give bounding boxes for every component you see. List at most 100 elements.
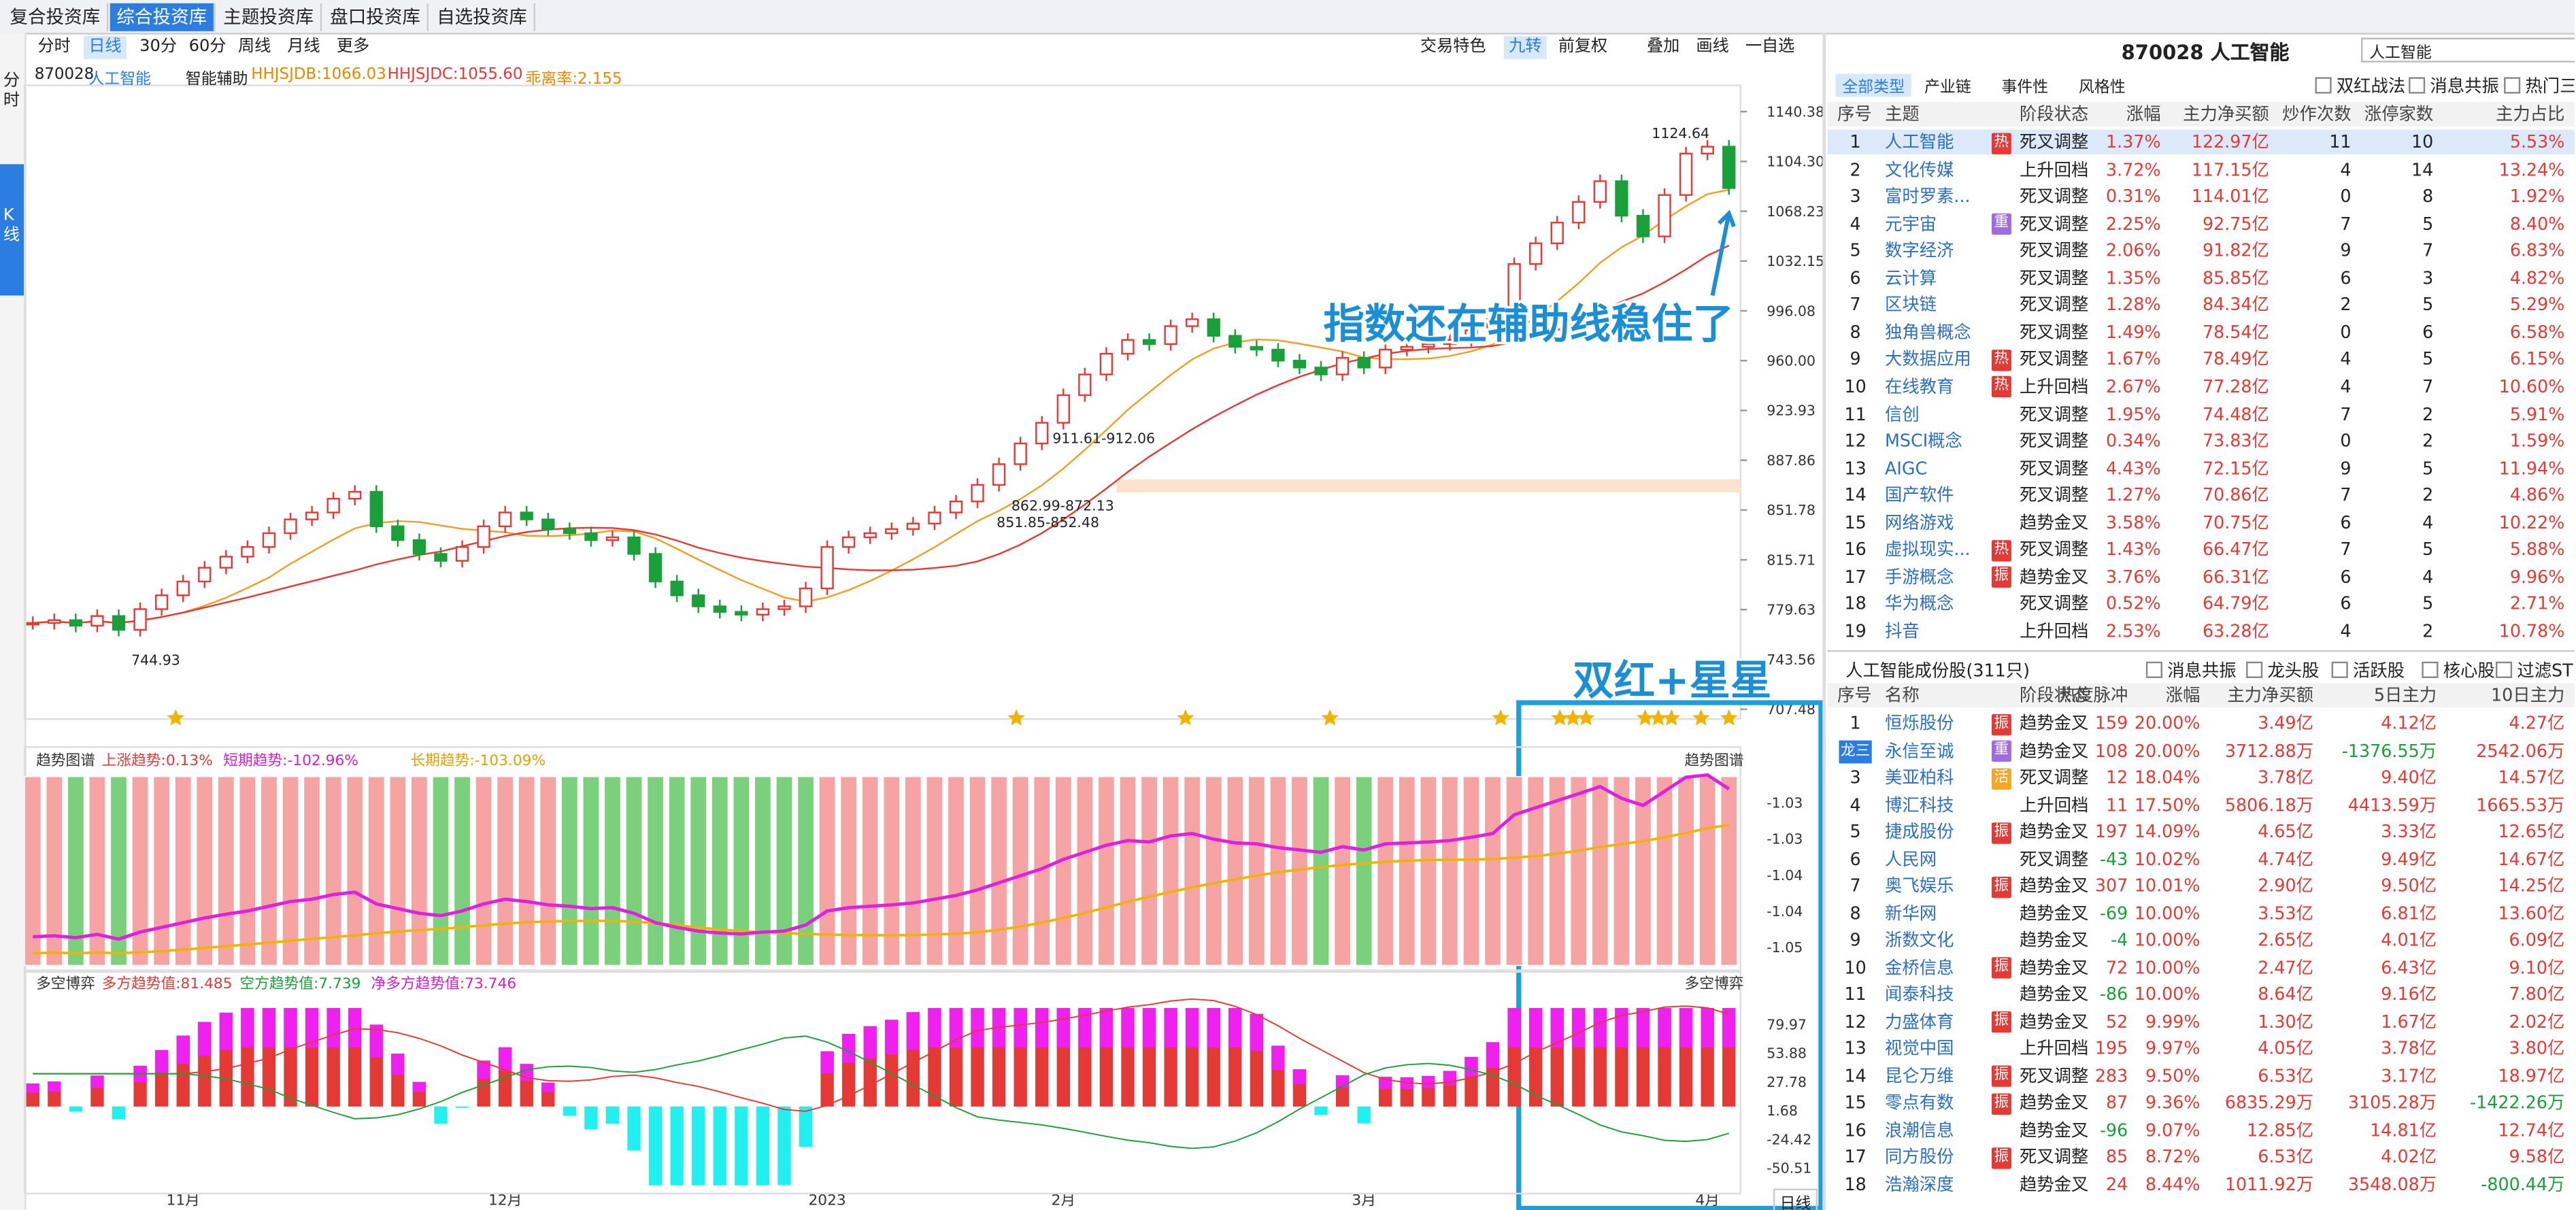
stock-name: 永信至诚 xyxy=(1885,741,1954,761)
period-button[interactable]: 更多 xyxy=(336,37,370,56)
5d-main: 1.67亿 xyxy=(2381,1012,2437,1032)
index: 2 xyxy=(1850,160,1861,180)
tab[interactable]: 复合投资库 xyxy=(3,3,109,31)
stage: 趋势金叉 xyxy=(2019,741,2089,761)
filter-tab[interactable]: 全部类型 xyxy=(1835,73,1911,97)
main-ratio: 5.53% xyxy=(2509,133,2565,153)
tool-button[interactable]: 一自选 xyxy=(1745,37,1795,56)
code: 870028 xyxy=(34,65,95,84)
checkbox[interactable]: 过滤ST xyxy=(2496,658,2573,683)
bull-top xyxy=(412,1081,426,1092)
star-signal xyxy=(1551,709,1569,726)
checkbox[interactable]: 龙头股 xyxy=(2246,658,2319,683)
panel-title: 趋势图谱 xyxy=(36,752,95,769)
bull-top xyxy=(1099,1008,1114,1048)
trend-bar xyxy=(904,776,922,967)
filter-tab[interactable]: 事件性 xyxy=(2001,78,2049,97)
trend-bar xyxy=(239,776,256,967)
theme-name: 元宇宙 xyxy=(1885,214,1937,235)
tab[interactable]: 自选投资库 xyxy=(430,3,535,31)
index: 16 xyxy=(1844,1120,1867,1141)
tool-button[interactable]: 叠加 xyxy=(1647,37,1680,56)
limit-up-count: 5 xyxy=(2422,214,2434,235)
checkbox[interactable]: 双红战法 xyxy=(2315,74,2405,99)
bull-top xyxy=(1186,1008,1199,1048)
5d-main: 9.49亿 xyxy=(2381,850,2437,870)
indicator: HHJSJDC:1055.60 xyxy=(387,65,523,84)
change: 0.31% xyxy=(2106,187,2161,207)
bull-top xyxy=(154,1049,169,1073)
heat-pulse: 197 xyxy=(2094,822,2128,843)
star-signal xyxy=(1564,709,1582,726)
stage: 趋势金叉 xyxy=(2019,567,2089,588)
trend-line xyxy=(33,773,1730,941)
filter-tab[interactable]: 风格性 xyxy=(2078,78,2126,97)
bull-top xyxy=(1142,1008,1156,1048)
heat-pulse: 108 xyxy=(2094,741,2128,761)
trend-bar xyxy=(861,776,880,967)
10d-main: 9.58亿 xyxy=(2509,1147,2565,1168)
tool-button[interactable]: 九转 xyxy=(1504,36,1547,59)
change: 1.49% xyxy=(2106,323,2161,343)
candle xyxy=(1056,394,1070,424)
candle xyxy=(1207,318,1220,337)
bull-top xyxy=(1701,1008,1714,1048)
bull-top xyxy=(949,1008,963,1048)
trend-bar xyxy=(1420,776,1437,967)
tool-button[interactable]: 前复权 xyxy=(1558,37,1608,56)
candle xyxy=(1572,201,1586,224)
bull-top xyxy=(26,1083,39,1093)
bull-top xyxy=(1078,1008,1092,1048)
checkbox[interactable]: 核心股 xyxy=(2422,658,2495,683)
candle xyxy=(971,484,984,503)
tag: 活 xyxy=(1991,767,2011,789)
tab[interactable]: 盘口投资库 xyxy=(324,3,429,31)
tool-button[interactable]: 画线 xyxy=(1696,37,1729,56)
stage: 死叉调整 xyxy=(2019,540,2089,560)
limit-up-count: 4 xyxy=(2422,567,2434,588)
10d-main: -1422.26万 xyxy=(2470,1093,2565,1113)
period-button[interactable]: 日线 xyxy=(84,36,127,59)
hype-count: 0 xyxy=(2340,323,2352,343)
index: 9 xyxy=(1850,930,1861,951)
period-button[interactable]: 60分 xyxy=(188,37,227,56)
stock-name: 美亚柏科 xyxy=(1885,768,1954,788)
stage: 上升回档 xyxy=(2019,377,2089,397)
trend-bar xyxy=(646,776,665,967)
trend-bar xyxy=(1226,776,1244,967)
bull-top xyxy=(262,1008,276,1048)
5d-main: 3105.28万 xyxy=(2347,1093,2437,1113)
trend-bar xyxy=(582,776,600,967)
candle xyxy=(434,553,448,562)
tab[interactable]: 主题投资库 xyxy=(217,3,322,31)
section-bg xyxy=(1827,650,2575,652)
period-button[interactable]: 周线 xyxy=(238,37,271,56)
trend-bar xyxy=(303,776,321,967)
tool-button[interactable]: 交易特色 xyxy=(1420,37,1486,56)
bear-bar xyxy=(627,1106,641,1151)
period-button[interactable]: 分时 xyxy=(37,37,71,56)
period-button[interactable]: 月线 xyxy=(287,37,320,56)
trend-bar xyxy=(1677,776,1695,967)
theme-name: 网络游戏 xyxy=(1885,513,1954,533)
checkbox[interactable]: 热门三 xyxy=(2504,74,2574,99)
checkbox[interactable]: 消息共振 xyxy=(2146,658,2236,683)
trend-bar xyxy=(1569,776,1588,967)
heat-pulse: 307 xyxy=(2094,876,2128,896)
5d-main: -1376.55万 xyxy=(2341,741,2437,761)
filter-tab[interactable]: 产业链 xyxy=(1924,78,1971,97)
period-button[interactable]: 日线 xyxy=(1773,1188,1818,1210)
tab[interactable]: 综合投资库 xyxy=(110,3,216,31)
candle xyxy=(198,567,212,583)
period-button[interactable]: 30分 xyxy=(139,37,178,56)
stage: 趋势金叉 xyxy=(2019,714,2089,734)
heat-pulse: 283 xyxy=(2094,1066,2128,1086)
search-box[interactable]: 人工智能 xyxy=(2361,37,2575,63)
checkbox[interactable]: 消息共振 xyxy=(2409,74,2498,99)
index: 6 xyxy=(1850,850,1861,870)
tag: 热 xyxy=(1991,132,2011,154)
candle xyxy=(777,605,791,610)
checkbox[interactable]: 活跃股 xyxy=(2332,658,2405,683)
theme-name: 在线教育 xyxy=(1885,377,1954,397)
candle xyxy=(1142,339,1156,346)
